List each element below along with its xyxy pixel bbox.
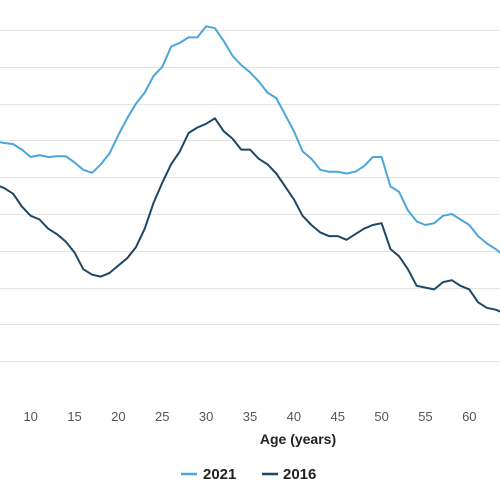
series-lines	[0, 25, 500, 313]
legend: 2021 2016	[181, 466, 316, 483]
series-line-2016	[0, 117, 500, 313]
x-tick-label: 50	[374, 409, 388, 424]
x-tick-label: 30	[199, 409, 213, 424]
x-tick-label: 35	[243, 409, 257, 424]
x-tick-label: 45	[330, 409, 344, 424]
x-tick-label: 20	[111, 409, 125, 424]
x-tick-label: 15	[67, 409, 81, 424]
x-tick-label: 40	[287, 409, 301, 424]
x-axis-ticks: 10 15 20 25 30 35 40 45 50 55 60	[23, 409, 476, 424]
x-tick-label: 10	[23, 409, 37, 424]
x-tick-label: 55	[418, 409, 432, 424]
series-line-2021	[0, 25, 500, 254]
x-tick-label: 25	[155, 409, 169, 424]
x-tick-label: 60	[462, 409, 476, 424]
legend-label-2021: 2021	[203, 466, 236, 483]
gridlines	[0, 30, 500, 362]
legend-label-2016: 2016	[283, 466, 316, 483]
x-axis-title: Age (years)	[260, 431, 336, 447]
